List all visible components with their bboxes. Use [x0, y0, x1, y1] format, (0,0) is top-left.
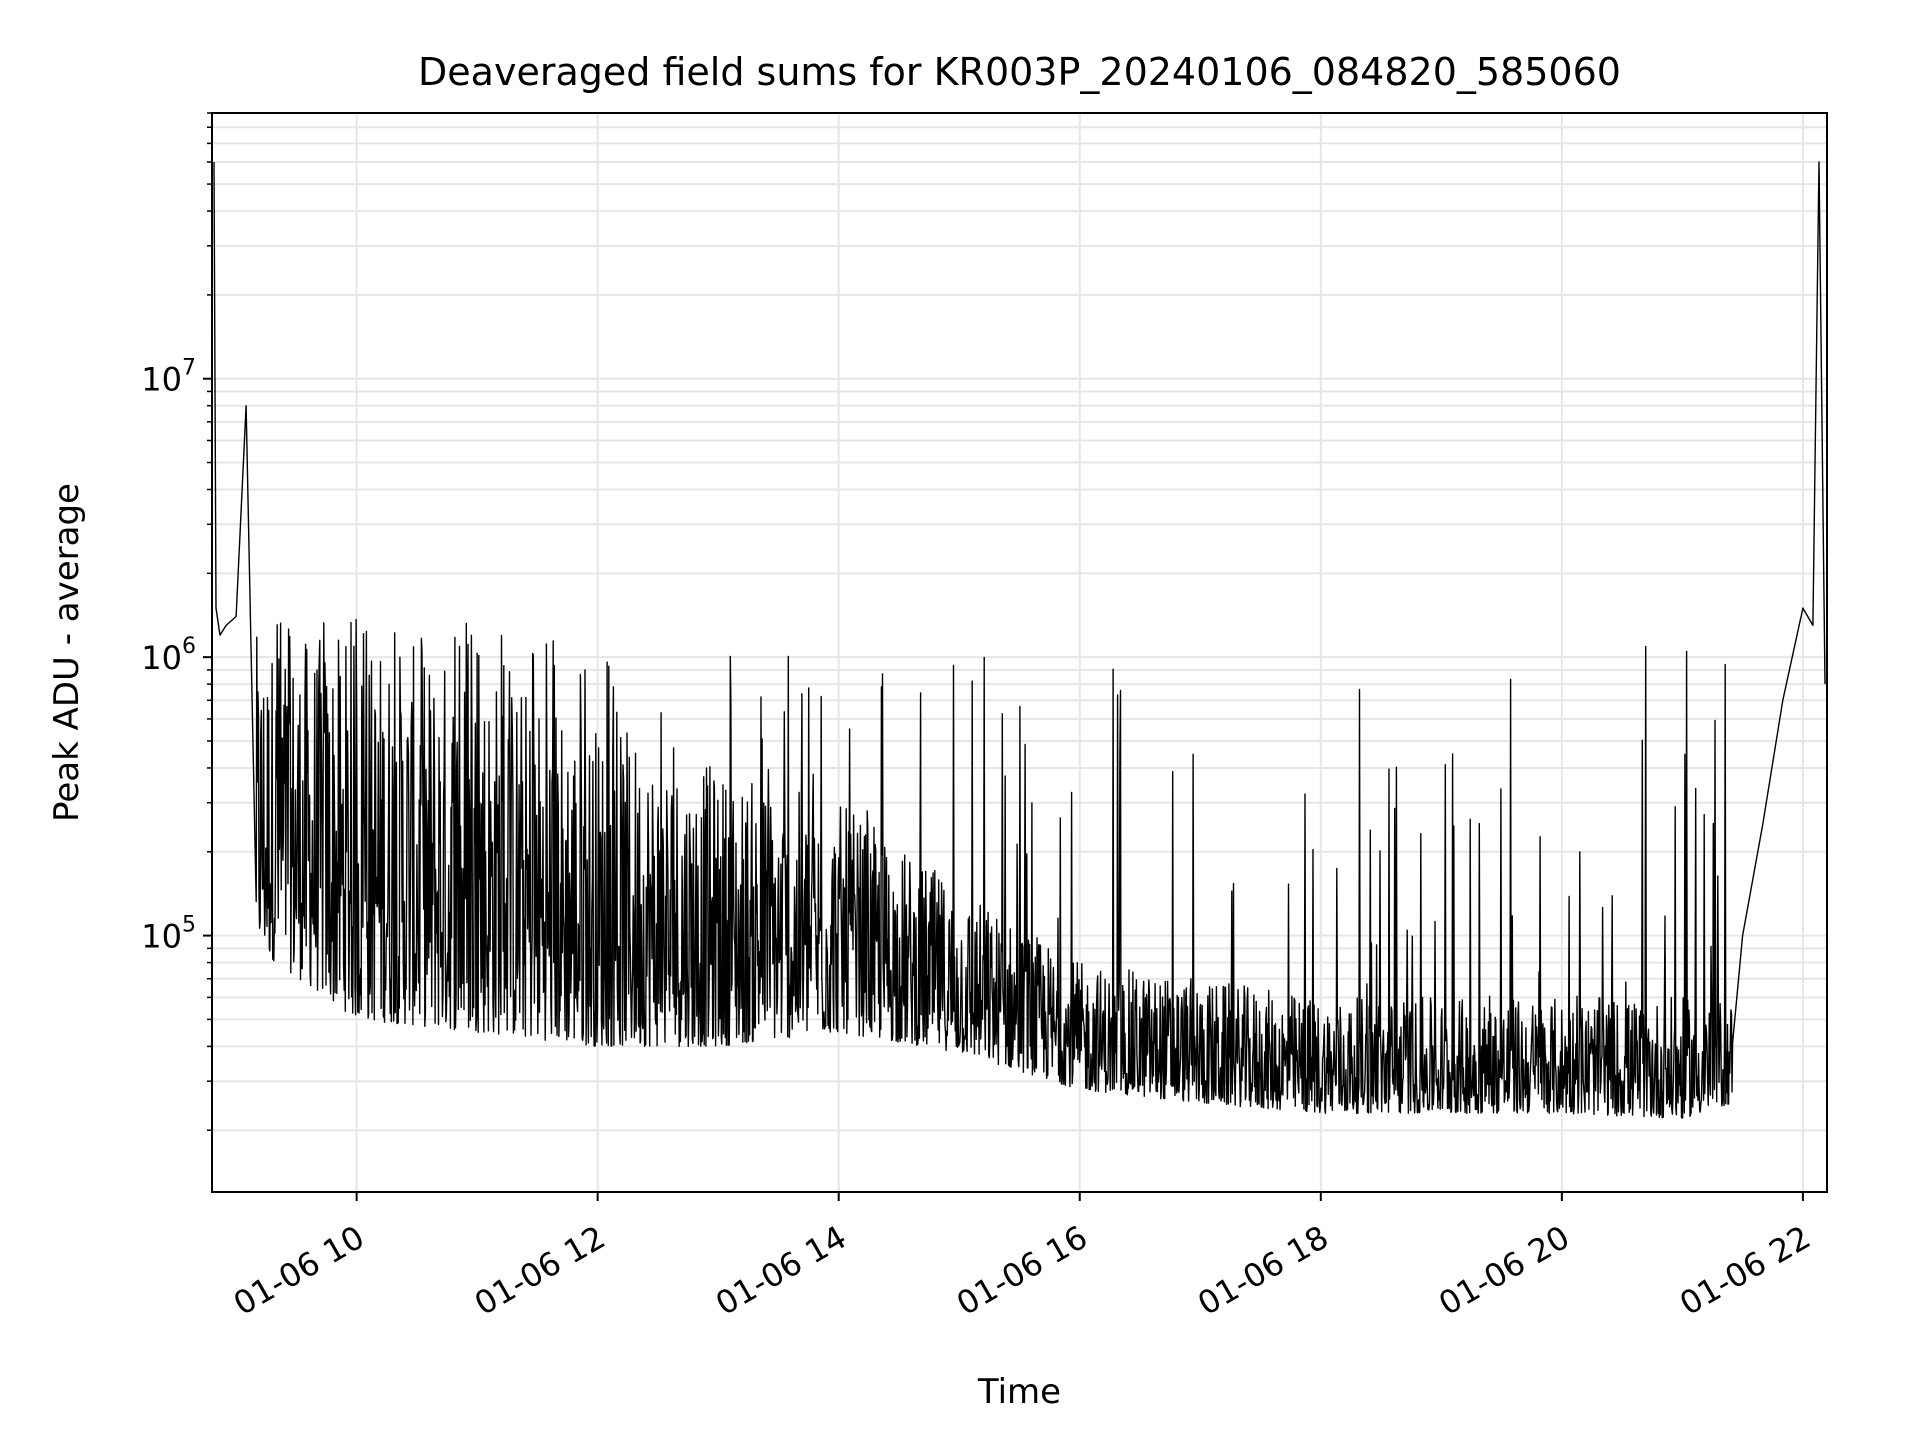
- x-tick-label: 01-06 18: [1191, 1218, 1335, 1323]
- chart-title: Deaveraged field sums for KR003P_2024010…: [418, 50, 1621, 94]
- x-tick-label: 01-06 12: [468, 1218, 612, 1323]
- series-group: [213, 161, 1826, 1119]
- y-tick-exponent: 5: [182, 913, 196, 938]
- y-tick-base: 10: [141, 639, 182, 677]
- axes-frame: [211, 112, 1828, 1193]
- x-tick-label: 01-06 20: [1432, 1218, 1576, 1323]
- x-tick-label: 01-06 16: [950, 1218, 1094, 1323]
- x-axis-label: Time: [977, 1372, 1061, 1412]
- x-tick-label: 01-06 14: [709, 1218, 853, 1323]
- y-tick-label: 106: [141, 634, 196, 677]
- y-tick-base: 10: [141, 918, 182, 956]
- y-axis-label: Peak ADU - average: [47, 483, 87, 822]
- x-tick-label: 01-06 22: [1673, 1218, 1817, 1323]
- y-tick-label: 107: [141, 356, 196, 399]
- y-tick-exponent: 7: [182, 356, 196, 381]
- y-tick-base: 10: [141, 361, 182, 399]
- series-line: [213, 161, 1826, 1119]
- x-tick-label: 01-06 10: [227, 1218, 371, 1323]
- y-tick-label: 105: [141, 913, 196, 956]
- y-tick-exponent: 6: [182, 634, 196, 659]
- plot-area: [213, 161, 1826, 1119]
- x-axis: 01-06 10 01-06 12 01-06 14 01-06 16 01-06 18…: [227, 1192, 1817, 1323]
